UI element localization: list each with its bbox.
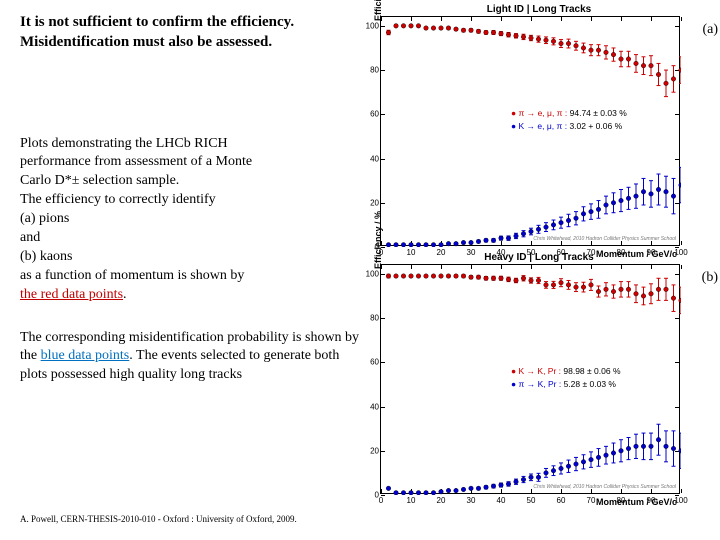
watermark-text: Chris Whitehead, 2010 Hadron Collider Ph…: [533, 484, 676, 490]
y-tick-label: 40: [359, 402, 379, 411]
x-tick-label: 40: [497, 496, 506, 505]
panel-b-label: (b): [702, 270, 718, 286]
y-tick-label: 80: [359, 314, 379, 323]
red-data-points-text: the red data points: [20, 287, 123, 302]
chart-b-wrap: (b) Heavy ID | Long Tracks Efficiency / …: [380, 252, 698, 494]
chart-b-plot: Efficiency / %Momentum / GeV/c0204060801…: [380, 264, 680, 494]
x-tick-label: 20: [437, 496, 446, 505]
x-tick-label: 60: [557, 496, 566, 505]
x-tick-label: 50: [527, 496, 536, 505]
y-tick-label: 40: [359, 154, 379, 163]
charts-column: (a) Light ID | Long Tracks Efficiency / …: [380, 4, 698, 500]
x-tick-label: 90: [647, 496, 656, 505]
y-tick-label: 60: [359, 358, 379, 367]
legend-line-blue: ● K → e, μ, π : 3.02 + 0.06 %: [511, 120, 627, 133]
legend: ● K → K, Pr : 98.98 ± 0.06 %● π → K, Pr …: [511, 365, 621, 391]
panel-a-label: (a): [702, 22, 718, 38]
legend-line-blue: ● π → K, Pr : 5.28 ± 0.03 %: [511, 378, 621, 391]
left-column: It is not sufficient to confirm the effi…: [20, 12, 370, 385]
chart-a-wrap: (a) Light ID | Long Tracks Efficiency / …: [380, 4, 698, 246]
y-tick-label: 0: [359, 491, 379, 500]
caption-block-1: Plots demonstrating the LHCb RICHperform…: [20, 135, 370, 305]
blue-data-points-text: blue data points: [41, 348, 130, 363]
caption1-period: .: [123, 287, 127, 302]
citation-text: A. Powell, CERN-THESIS-2010-010 - Oxford…: [20, 514, 297, 524]
y-tick-label: 60: [359, 110, 379, 119]
x-tick-label: 70: [587, 496, 596, 505]
legend-line-red: ● π → e, μ, π : 94.74 ± 0.03 %: [511, 107, 627, 120]
caption1-body: Plots demonstrating the LHCb RICHperform…: [20, 136, 252, 283]
watermark-text: Chris Whitehead, 2010 Hadron Collider Ph…: [533, 236, 676, 242]
y-tick-label: 100: [359, 21, 379, 30]
chart-a-title: Light ID | Long Tracks: [380, 4, 698, 15]
legend-line-red: ● K → K, Pr : 98.98 ± 0.06 %: [511, 365, 621, 378]
heading-text: It is not sufficient to confirm the effi…: [20, 12, 370, 53]
y-axis-label: Efficiency / %: [373, 211, 383, 269]
x-tick-label: 0: [379, 496, 383, 505]
caption-block-2: The corresponding misidentification prob…: [20, 329, 370, 386]
x-tick-label: 10: [407, 496, 416, 505]
y-tick-label: 20: [359, 198, 379, 207]
x-tick-label: 80: [617, 496, 626, 505]
y-tick-label: 20: [359, 446, 379, 455]
legend: ● π → e, μ, π : 94.74 ± 0.03 %● K → e, μ…: [511, 107, 627, 133]
chart-a-plot: Efficiency / %Momentum / GeV/c0204060801…: [380, 16, 680, 246]
y-tick-label: 100: [359, 269, 379, 278]
x-axis-label: Momentum / GeV/c: [596, 497, 677, 507]
y-tick-label: 80: [359, 66, 379, 75]
chart-b-title: Heavy ID | Long Tracks: [380, 252, 698, 263]
x-tick-label: 30: [467, 496, 476, 505]
x-tick-label: 100: [674, 496, 687, 505]
